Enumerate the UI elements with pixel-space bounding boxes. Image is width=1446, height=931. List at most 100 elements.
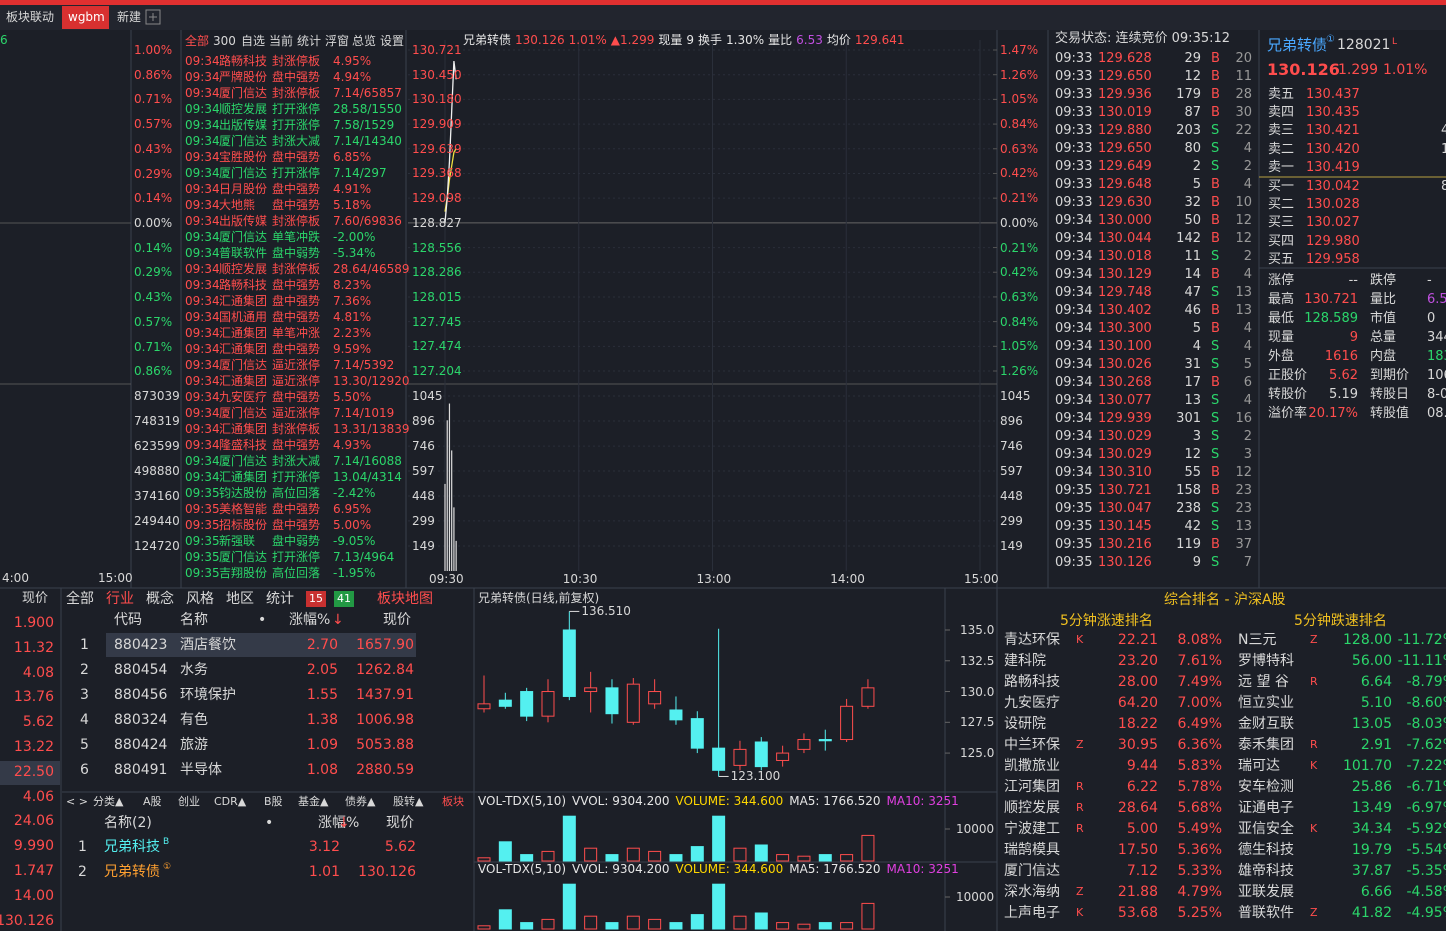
header-item: 6.53 [796,33,823,47]
sector-name: 水务 [180,662,208,678]
sector-code: 880424 [114,737,168,753]
trade-volume: 46 [1184,303,1201,318]
trade-count: 13 [1235,519,1252,534]
volume-bar [669,922,683,930]
stat-label: 到期价 [1370,368,1410,383]
candle-body [776,752,790,761]
sector-tab[interactable]: 风格 [186,591,214,607]
tab[interactable]: 板块联动 [6,10,55,24]
rank-name: 九安医疗 [1004,695,1060,711]
trade-time: 09:34 [1055,411,1093,426]
list-tab[interactable]: 板块 [442,795,464,808]
trade-volume: 13 [1184,393,1201,408]
x-tick-label: 09:30 [429,572,464,586]
list-tab[interactable]: 基金▲ [298,795,329,808]
rank-price: 25.86 [1351,779,1392,795]
alert-stock: 厦门信达 [219,454,268,468]
alert-time: 09:34 [185,374,220,388]
alert-stock: 普联软件 [219,246,268,260]
alert-type: 封涨大减 [272,134,321,148]
alert-stock: 吉翔股份 [219,566,268,580]
time-tick: 4:00 [2,571,29,585]
candle-body [562,629,576,697]
rank-name: 宁波建工 [1004,821,1060,837]
candle-body [818,739,832,742]
trade-side: B [1211,231,1220,246]
annotation: 123.100 [730,769,781,784]
sector-tab[interactable]: 地区 [226,591,254,607]
list-tab[interactable]: 分类▲ [93,795,124,808]
rank-name: 中兰环保 [1004,737,1060,753]
sector-name: 酒店餐饮 [180,637,236,653]
alert-stock: 顺控发展 [219,262,268,276]
vol-tick-label: 448 [1000,488,1023,503]
price-line [444,60,457,223]
list-tab[interactable]: B股 [264,795,283,808]
alert-tab[interactable]: 总览 [352,34,377,48]
header-item: 兄弟转债 [463,33,512,47]
list-tab[interactable]: 股转▲ [393,795,424,808]
y2-tick-label: 0.21% [1000,240,1039,255]
stat-label: 市值 [1370,311,1397,326]
rank-pct: 5.68% [1177,800,1222,816]
y-tick-label: 130.450 [412,67,462,82]
rank-price: 6.22 [1126,779,1158,795]
alert-time: 09:34 [185,86,220,100]
alert-tab[interactable]: 浮窗 [325,34,350,48]
sector-tab[interactable]: 全部 [66,591,94,607]
list-tab[interactable]: A股 [143,795,162,808]
volume-bar [797,923,811,930]
price-cell: 4.06 [22,788,54,805]
active-tab[interactable] [62,6,109,29]
volume-bar [455,540,457,571]
trade-volume: 3 [1192,429,1201,444]
volume-bar [605,922,619,930]
rank-pct: -8.03% [1406,716,1446,732]
volume-bar [541,918,555,930]
rank-price: 5.10 [1360,695,1392,711]
vol-tick-label: 896 [412,413,435,428]
sector-map[interactable]: 板块地图 [377,591,433,607]
alert-tab[interactable]: 300 [213,34,236,48]
alert-stock: 汇通集团 [219,294,268,308]
sector-tab[interactable]: 行业 [106,591,134,607]
trade-price: 130.029 [1098,429,1152,444]
price-cell: 1.900 [13,615,54,631]
sector-tab[interactable]: 统计 [266,591,294,607]
alert-value: -2.42% [333,486,376,500]
tab[interactable]: 新建 [117,10,142,24]
trade-time: 09:35 [1055,483,1093,498]
alert-tab[interactable]: 统计 [297,34,322,48]
alert-tab[interactable]: 当前 [269,34,294,48]
volume-bar [733,847,747,862]
list-tab[interactable]: 创业 [178,795,200,808]
add-tab[interactable] [145,9,161,25]
y2-tick-label: 0.42% [1000,166,1039,181]
volume-bar [584,915,598,930]
vol-tick-label: 149 [412,539,435,554]
sector-price: 1657.90 [356,637,414,653]
volume-bar [712,883,726,930]
alert-time: 09:34 [185,198,220,212]
book-price: 129.980 [1306,233,1360,249]
volume-bar [776,854,790,862]
sector-tab[interactable]: 概念 [146,591,174,607]
list-tab[interactable]: < > [66,795,88,808]
list-tab[interactable]: CDR▲ [214,795,247,808]
alert-tab[interactable]: 自选 [241,34,266,48]
alert-time: 09:35 [185,534,220,548]
y-tick-label: 128.015 [412,289,462,304]
list-tab[interactable]: 债券▲ [345,795,376,808]
annotation: 136.510 [581,604,631,619]
tab[interactable]: wgbm [68,10,105,24]
stat-label: 跌停 [1370,273,1397,288]
rank-price: 22.21 [1117,632,1158,648]
trade-side: S [1211,393,1220,408]
trade-price: 130.029 [1098,447,1152,462]
alert-tab[interactable]: 全部 [185,34,210,48]
rank-pct: 7.61% [1177,653,1222,669]
alert-tab[interactable]: 设置 [380,34,405,48]
trade-side: S [1211,429,1220,444]
candle-body [605,687,619,715]
trade-price: 129.628 [1098,51,1152,66]
